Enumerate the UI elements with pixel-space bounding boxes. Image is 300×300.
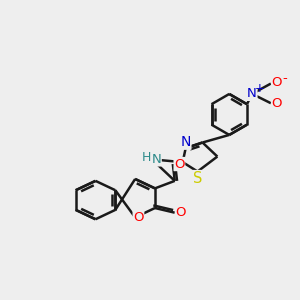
Text: N: N xyxy=(181,135,191,149)
Text: N: N xyxy=(152,153,161,166)
Text: H: H xyxy=(141,151,151,164)
Text: O: O xyxy=(272,98,282,110)
Text: +: + xyxy=(254,82,264,95)
Text: O: O xyxy=(133,211,144,224)
Text: O: O xyxy=(272,76,282,89)
Text: N: N xyxy=(247,87,257,101)
Text: O: O xyxy=(174,158,184,170)
Text: S: S xyxy=(193,171,202,186)
Text: -: - xyxy=(282,72,287,86)
Text: O: O xyxy=(176,206,186,219)
